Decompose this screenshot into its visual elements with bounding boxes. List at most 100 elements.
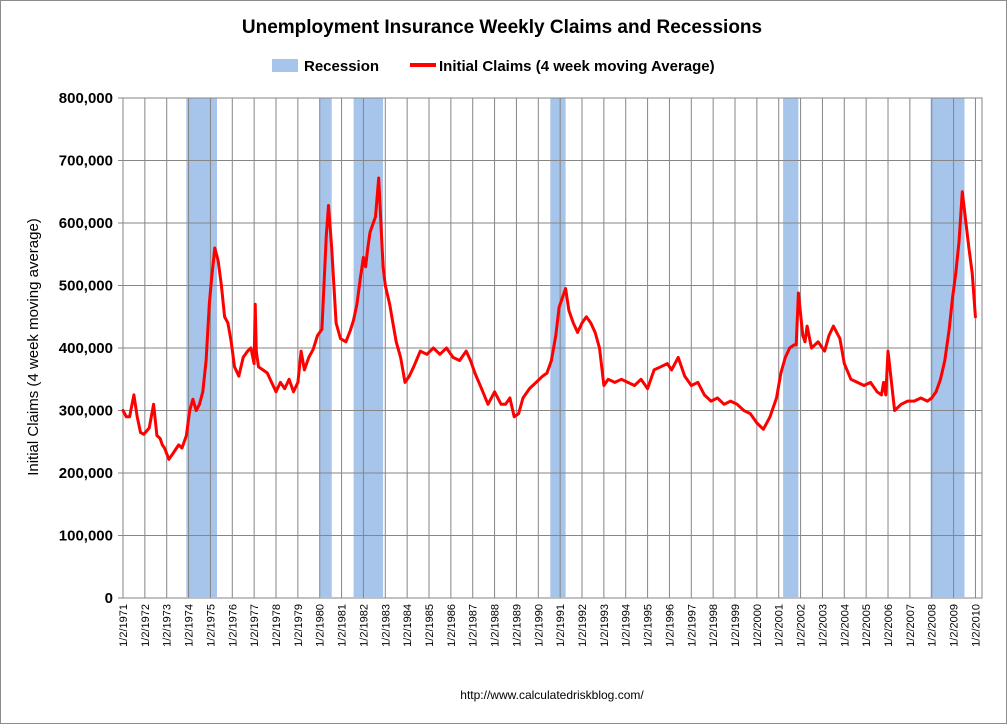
data-point bbox=[803, 340, 807, 344]
x-tick-label: 1/2/2008 bbox=[927, 604, 939, 647]
data-point bbox=[943, 359, 947, 362]
data-point bbox=[499, 402, 503, 406]
y-tick-label: 400,000 bbox=[59, 340, 113, 357]
data-point bbox=[330, 246, 334, 250]
data-point bbox=[246, 349, 249, 353]
data-point bbox=[237, 374, 241, 378]
data-point bbox=[362, 256, 365, 259]
data-point bbox=[201, 390, 205, 394]
data-point bbox=[749, 412, 752, 415]
x-tick-label: 1/2/2006 bbox=[883, 604, 895, 647]
data-point bbox=[670, 368, 673, 372]
data-point bbox=[862, 384, 866, 387]
data-point bbox=[965, 227, 968, 231]
data-point bbox=[528, 387, 531, 390]
data-point bbox=[652, 368, 656, 372]
data-point bbox=[198, 402, 201, 406]
x-tick-label: 1/2/2003 bbox=[817, 604, 829, 647]
data-point bbox=[167, 457, 171, 461]
data-point bbox=[394, 340, 398, 344]
data-point bbox=[324, 234, 328, 237]
data-point bbox=[919, 396, 923, 400]
series bbox=[121, 176, 977, 461]
data-point bbox=[906, 399, 909, 403]
x-tick-label: 1/2/2000 bbox=[752, 604, 764, 647]
x-tick-label: 1/2/1980 bbox=[315, 604, 327, 647]
data-point bbox=[292, 390, 295, 394]
x-tick-label: 1/2/1973 bbox=[162, 604, 174, 647]
data-point bbox=[783, 356, 787, 359]
data-point bbox=[255, 349, 258, 353]
data-point bbox=[593, 331, 597, 334]
data-point bbox=[265, 371, 269, 375]
data-point bbox=[412, 365, 416, 369]
data-point bbox=[493, 390, 496, 394]
data-point bbox=[571, 321, 575, 325]
data-point bbox=[709, 399, 713, 403]
data-point bbox=[339, 337, 342, 340]
y-tick-label: 500,000 bbox=[59, 278, 113, 295]
legend-swatch-recession bbox=[272, 59, 298, 72]
data-point bbox=[961, 190, 964, 194]
data-point bbox=[451, 356, 455, 359]
data-point bbox=[838, 337, 842, 340]
data-point bbox=[155, 434, 159, 437]
data-point bbox=[223, 315, 226, 319]
data-point bbox=[589, 321, 593, 325]
data-point bbox=[486, 402, 490, 406]
data-point bbox=[139, 431, 142, 434]
data-point bbox=[633, 384, 636, 387]
data-point bbox=[352, 318, 355, 322]
data-point bbox=[576, 331, 579, 334]
data-point bbox=[355, 302, 359, 306]
chart-title: Unemployment Insurance Weekly Claims and… bbox=[242, 17, 762, 38]
data-point bbox=[287, 377, 291, 381]
x-tick-label: 1/2/1975 bbox=[205, 604, 217, 647]
data-point bbox=[399, 356, 402, 359]
data-point bbox=[970, 271, 974, 275]
data-point bbox=[469, 359, 472, 362]
data-point bbox=[567, 309, 571, 312]
data-point bbox=[349, 329, 352, 332]
data-point bbox=[233, 365, 236, 369]
data-point bbox=[882, 381, 885, 384]
data-point bbox=[257, 365, 260, 369]
data-point bbox=[180, 446, 184, 450]
data-point bbox=[875, 390, 879, 394]
data-point bbox=[391, 321, 395, 325]
y-tick-label: 300,000 bbox=[59, 403, 113, 420]
data-point bbox=[358, 277, 362, 281]
data-point bbox=[564, 287, 567, 290]
data-point bbox=[755, 421, 759, 425]
data-point bbox=[334, 321, 338, 325]
data-point bbox=[191, 397, 195, 401]
data-point bbox=[762, 427, 765, 431]
data-point bbox=[689, 384, 693, 387]
x-tick-label: 1/2/1978 bbox=[271, 604, 283, 647]
data-point bbox=[598, 346, 601, 350]
data-point bbox=[665, 362, 669, 365]
data-point bbox=[132, 393, 136, 397]
data-point bbox=[121, 409, 125, 412]
data-point bbox=[856, 381, 859, 384]
data-point bbox=[418, 349, 422, 353]
legend-label-initial-claims: Initial Claims (4 week moving Average) bbox=[439, 58, 715, 75]
data-point bbox=[377, 176, 381, 180]
data-point bbox=[386, 293, 389, 297]
data-point bbox=[147, 426, 151, 430]
y-axis-ticks: 0 100,000 200,000 300,000 400,000 500,000 600,… bbox=[59, 90, 123, 607]
x-tick-label: 1/2/1972 bbox=[140, 604, 152, 647]
data-point bbox=[226, 321, 230, 325]
data-point bbox=[208, 302, 211, 306]
x-tick-label: 1/2/1974 bbox=[184, 604, 196, 647]
x-tick-label: 1/2/1989 bbox=[511, 604, 523, 647]
data-point bbox=[954, 271, 958, 275]
data-point bbox=[175, 446, 178, 450]
data-point bbox=[517, 412, 520, 415]
data-point bbox=[220, 284, 223, 287]
data-point bbox=[379, 221, 383, 225]
data-point bbox=[425, 352, 429, 356]
data-point bbox=[550, 359, 553, 362]
x-tick-label: 1/2/2007 bbox=[905, 604, 917, 647]
